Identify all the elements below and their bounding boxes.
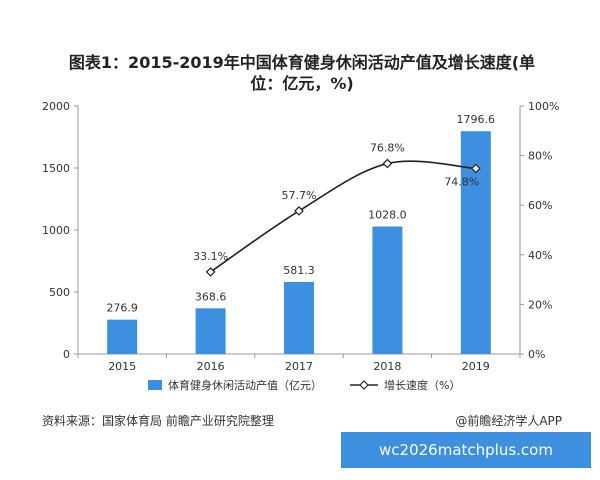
line-series xyxy=(205,158,481,277)
legend-bar-label: 体育健身休闲活动产值（亿元） xyxy=(168,378,322,392)
bar-series xyxy=(107,131,491,354)
combo-chart: 0 500 1000 1500 2000 0% 20% 40% 60% 80% 100% 2015 20… xyxy=(42,100,559,392)
growth-point-diamond-icon xyxy=(205,267,216,277)
chart-axes: 0 500 1000 1500 2000 0% 20% 40% 60% 80% 100% 2015 20… xyxy=(42,100,559,373)
source-note: 资料来源：国家体育局 前瞻产业研究院整理 xyxy=(42,414,274,428)
watermark-url: wc2026matchplus.com xyxy=(341,432,591,468)
x-tick-label: 2017 xyxy=(285,360,313,373)
x-tick-label: 2015 xyxy=(108,360,136,373)
y-left-tick-label: 0 xyxy=(63,348,70,361)
bar xyxy=(372,226,403,354)
x-tick-label: 2019 xyxy=(462,360,490,373)
bar xyxy=(284,281,314,354)
legend-diamond-icon xyxy=(359,380,369,390)
growth-value-label: 57.7% xyxy=(282,189,317,202)
y-left-tick-label: 500 xyxy=(49,286,70,299)
bar xyxy=(107,319,138,354)
data-labels: 276.9 368.6 581.3 1028.0 1796.6 33.1% 57.7% 76.… xyxy=(106,113,495,314)
growth-value-label: 33.1% xyxy=(193,250,228,263)
bar-value-label: 368.6 xyxy=(195,290,227,303)
y-left-tick-label: 1500 xyxy=(42,162,70,175)
chart-title: 图表1：2015-2019年中国体育健身休闲活动产值及增长速度(单位：亿元，%) xyxy=(68,53,536,93)
chart-legend: 体育健身休闲活动产值（亿元） 增长速度（%） xyxy=(148,378,460,392)
growth-line xyxy=(210,160,476,273)
brand-credit: @前瞻经济学人APP xyxy=(455,414,562,428)
growth-point-diamond-icon xyxy=(294,206,304,216)
bar-value-label: 1796.6 xyxy=(457,113,496,126)
bar-value-label: 276.9 xyxy=(106,302,138,315)
growth-point-diamond-icon xyxy=(470,163,481,174)
growth-value-label: 76.8% xyxy=(370,142,405,155)
x-tick-label: 2016 xyxy=(197,360,225,373)
growth-value-label: 74.8% xyxy=(444,175,479,188)
legend-line-label: 增长速度（%） xyxy=(384,378,460,392)
y-right-tick-label: 40% xyxy=(528,249,552,262)
growth-point-diamond-icon xyxy=(382,158,393,169)
y-right-tick-label: 100% xyxy=(528,100,559,113)
x-tick-label: 2018 xyxy=(373,360,401,373)
y-right-tick-label: 0% xyxy=(528,348,545,361)
legend-bar-swatch xyxy=(148,380,162,390)
bar-value-label: 1028.0 xyxy=(368,209,407,222)
y-right-tick-label: 20% xyxy=(528,298,552,311)
bar-value-label: 581.3 xyxy=(283,264,315,277)
y-right-tick-label: 60% xyxy=(528,199,552,212)
y-left-tick-label: 2000 xyxy=(42,100,70,113)
y-right-tick-label: 80% xyxy=(528,150,552,163)
bar xyxy=(195,308,226,354)
y-left-tick-label: 1000 xyxy=(42,224,70,237)
